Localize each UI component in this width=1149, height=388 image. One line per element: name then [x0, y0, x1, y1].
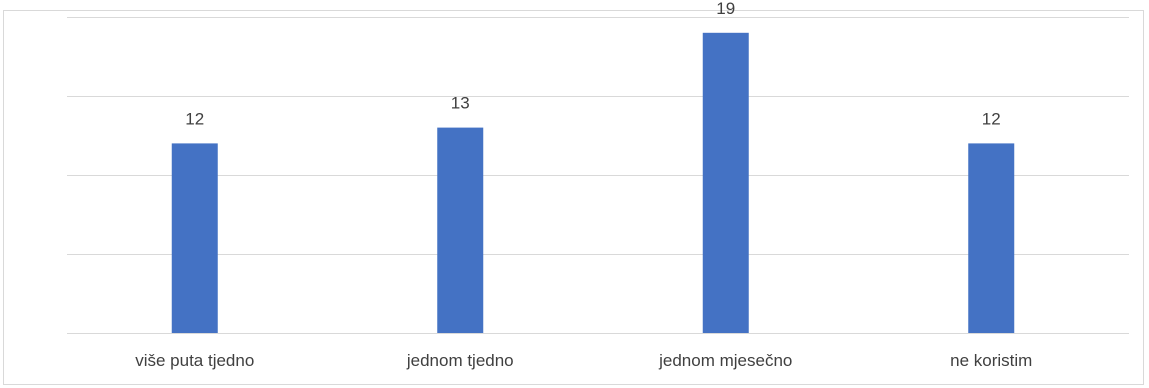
data-label: 12	[185, 109, 204, 128]
data-label: 13	[451, 94, 470, 113]
x-tick-label: jednom tjedno	[406, 351, 514, 370]
data-label: 12	[982, 109, 1001, 128]
bar	[437, 127, 484, 333]
gridlines	[67, 17, 1129, 334]
x-tick-label: ne koristim	[950, 351, 1032, 370]
bars	[171, 32, 1015, 334]
bar	[968, 143, 1015, 333]
bar	[171, 143, 218, 333]
x-tick-label: više puta tjedno	[135, 351, 254, 370]
data-labels: 12 13 19 12	[185, 0, 1000, 128]
data-label: 19	[716, 0, 735, 18]
x-axis-tick-labels: više puta tjedno jednom tjedno jednom mjes…	[135, 351, 1032, 370]
x-tick-label: jednom mjesečno	[658, 351, 792, 370]
bar	[702, 32, 749, 334]
